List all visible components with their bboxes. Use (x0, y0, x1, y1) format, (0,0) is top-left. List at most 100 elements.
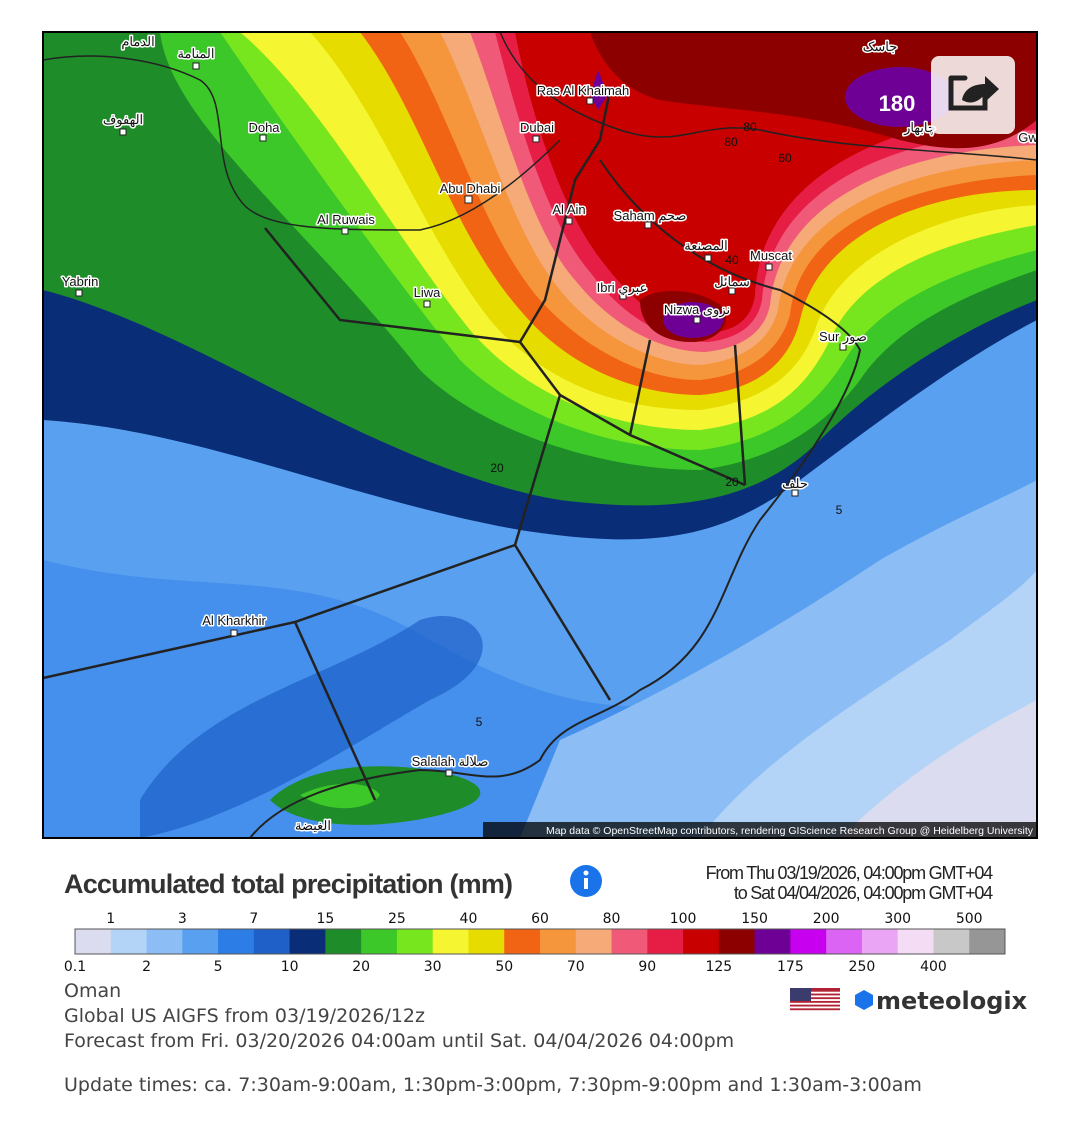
contour-label: 5 (836, 503, 843, 517)
colorbar-frame (74, 928, 1006, 955)
bound-label: 5 (214, 959, 223, 975)
info-icon[interactable] (584, 878, 588, 889)
place-label: Saham صحم (614, 208, 687, 224)
brand-name: meteologix (876, 987, 1028, 1015)
precip-area (300, 783, 380, 809)
place-label: الغيضة (295, 818, 331, 833)
place-markers (75, 62, 847, 777)
bound-label: 400 (920, 959, 947, 975)
color-swatch (790, 929, 827, 954)
color-swatch (325, 929, 362, 954)
place-label: جاسک (863, 39, 898, 54)
place-label: Salalah صلالة (412, 754, 489, 769)
color-swatch (289, 929, 326, 954)
precip-area (663, 302, 723, 338)
color-swatch (575, 929, 613, 954)
model: Global US AIGFS from 03/19/2026/12z (64, 1005, 425, 1027)
attribution-bg (483, 822, 1037, 838)
bound-label: 150 (741, 911, 768, 927)
bound-label: 15 (316, 911, 334, 927)
place-label: Doha (248, 120, 280, 135)
color-swatch (432, 929, 469, 954)
place-label: المنامة (178, 46, 215, 61)
bound-label: 2 (142, 959, 151, 975)
contour-label: 40 (725, 253, 739, 267)
period-from: From Thu 03/19/2026, 04:00pm GMT+04 (706, 863, 994, 883)
place-label: Al Kharkhir (202, 613, 266, 628)
bound-label: 10 (281, 959, 299, 975)
period-to: to Sat 04/04/2026, 04:00pm GMT+04 (734, 883, 993, 903)
region: Oman (64, 980, 121, 1002)
place-label: Al Ruwais (317, 212, 375, 227)
color-swatch (361, 929, 398, 954)
color-swatch (826, 929, 863, 954)
color-swatch (110, 929, 148, 954)
update-times: Update times: ca. 7:30am-9:00am, 1:30pm-… (64, 1074, 922, 1096)
contour-label: 5 (476, 715, 483, 729)
forecast: Forecast from Fri. 03/20/2026 04:00am un… (64, 1030, 734, 1052)
place-label: حلف (782, 476, 808, 491)
bound-label: 175 (777, 959, 804, 975)
bound-label: 40 (460, 911, 478, 927)
precip-area (845, 67, 955, 127)
color-swatch (468, 929, 505, 954)
place-label: Ras Al Khaimah (537, 83, 630, 98)
bound-label: 60 (531, 911, 549, 927)
place-label: Muscat (750, 248, 792, 263)
place-label: سمائل (714, 274, 750, 289)
color-swatch (396, 929, 434, 954)
place-label: Nizwa نزوى (664, 302, 730, 318)
color-swatch (504, 929, 541, 954)
color-swatch (897, 929, 934, 954)
contour-label: 60 (778, 151, 792, 165)
flag (790, 988, 840, 1013)
brand-logo (855, 990, 873, 1010)
share-icon[interactable] (962, 76, 999, 103)
share-button[interactable] (931, 56, 1015, 134)
color-swatch (754, 929, 791, 954)
place-label: Liwa (414, 285, 442, 300)
bound-label: 200 (813, 911, 840, 927)
bound-label: 250 (849, 959, 876, 975)
color-swatch (540, 929, 577, 954)
contour-label: 20 (490, 461, 504, 475)
bound-label: 70 (567, 959, 585, 975)
bound-label: 100 (670, 911, 697, 927)
color-swatch (969, 929, 1006, 954)
contour-label: 180 (879, 91, 916, 116)
legend-title: Accumulated total precipitation (mm) (64, 869, 512, 899)
bound-label: 90 (638, 959, 656, 975)
color-swatch (683, 929, 720, 954)
contour-label: 80 (743, 120, 757, 134)
place-label: Dubai (520, 120, 554, 135)
bound-label: 300 (884, 911, 911, 927)
color-swatch (718, 929, 756, 954)
map: الدمام المنامة الهفوف Doha Ras Al Khaima… (43, 32, 1038, 838)
place-label: Gw (1018, 130, 1038, 145)
color-swatch (933, 929, 970, 954)
place-label: چابهار (903, 120, 936, 136)
bound-label: 125 (705, 959, 732, 975)
place-label: Yabrin (62, 274, 99, 289)
contour-label: 80 (724, 135, 738, 149)
bound-label: 25 (388, 911, 406, 927)
bound-label: 50 (495, 959, 513, 975)
place-label: Ibri عبري (597, 280, 648, 296)
precip-area (590, 70, 608, 110)
contour-label: 20 (725, 475, 739, 489)
place-label: Abu Dhabi (440, 181, 501, 196)
place-label: المصنعة (684, 238, 728, 253)
info-icon[interactable] (583, 870, 589, 876)
place-label: Al Ain (552, 202, 585, 217)
info-button[interactable] (570, 865, 602, 897)
color-swatch (611, 929, 648, 954)
color-swatch (182, 929, 219, 954)
borders (43, 32, 1037, 838)
bound-label: 1 (106, 911, 115, 927)
bound-label: 80 (603, 911, 621, 927)
precip-area (840, 700, 1037, 838)
color-swatch (253, 929, 291, 954)
place-label: الدمام (121, 34, 154, 50)
